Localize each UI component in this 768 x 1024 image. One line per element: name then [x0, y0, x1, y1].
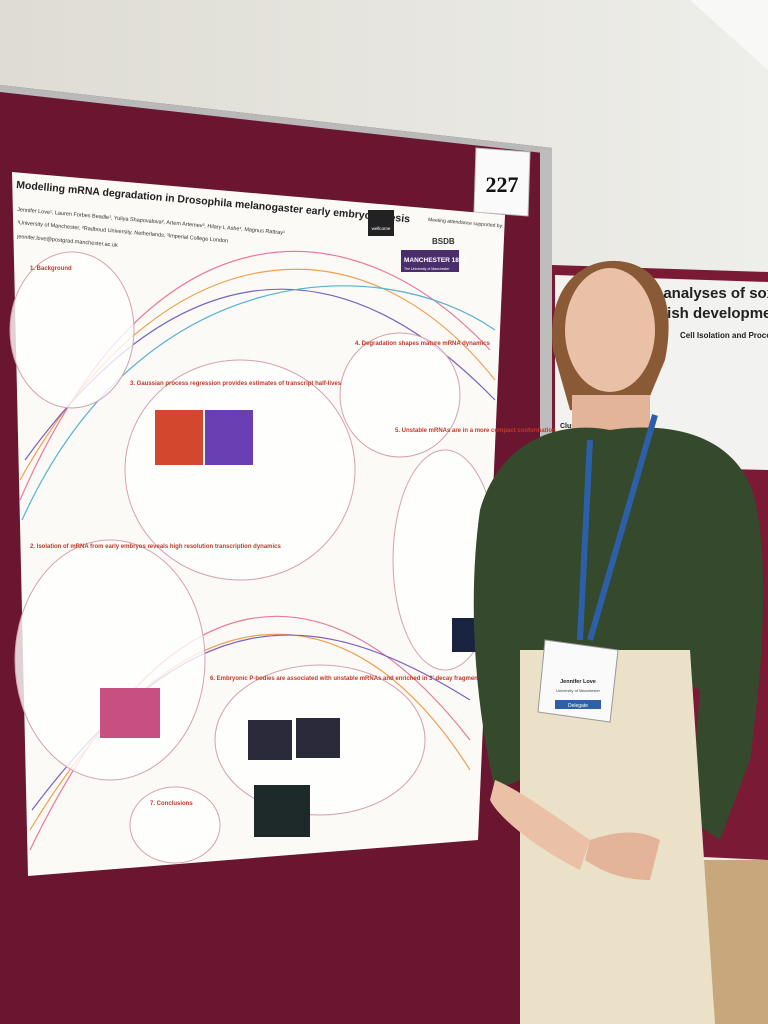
logo: The University of Manchester [404, 267, 450, 271]
logo: wellcome [372, 226, 391, 231]
badge-name: Jennifer Love [560, 679, 596, 685]
section-heading: 4. Degradation shapes mature mRNA dynami… [355, 341, 490, 347]
neighbor-title: g analyses of sox17+ [650, 285, 768, 302]
manchester-logo [401, 250, 459, 272]
section-heading: 3. Gaussian process regression provides … [130, 381, 342, 387]
section-heading: 7. Conclusions [150, 801, 193, 807]
logo: BSDB [432, 237, 455, 246]
section-heading: 2. Isolation of mRNA from early embryos … [30, 544, 282, 550]
logo: MANCHESTER 1824 [404, 257, 467, 264]
board-number: 227 [486, 172, 519, 197]
neighbor-section: Cell Isolation and Processing [680, 331, 768, 340]
section-heading: 1. Background [30, 266, 72, 272]
badge-role: Delegate [568, 703, 588, 709]
wellcome-logo [368, 210, 394, 236]
neighbor-title: rafish development [648, 305, 768, 322]
section-circles [9, 251, 498, 864]
board-frame [0, 85, 552, 154]
section-heading: 5. Unstable mRNAs are in a more compact … [395, 428, 556, 434]
ceiling-light [690, 0, 768, 70]
badge-institution: University of Manchester [556, 688, 601, 693]
section-heading: 6. Embryonic P-bodies are associated wit… [210, 676, 484, 682]
badge-role-band [555, 700, 601, 709]
number-card [473, 147, 531, 217]
person [473, 260, 764, 1024]
